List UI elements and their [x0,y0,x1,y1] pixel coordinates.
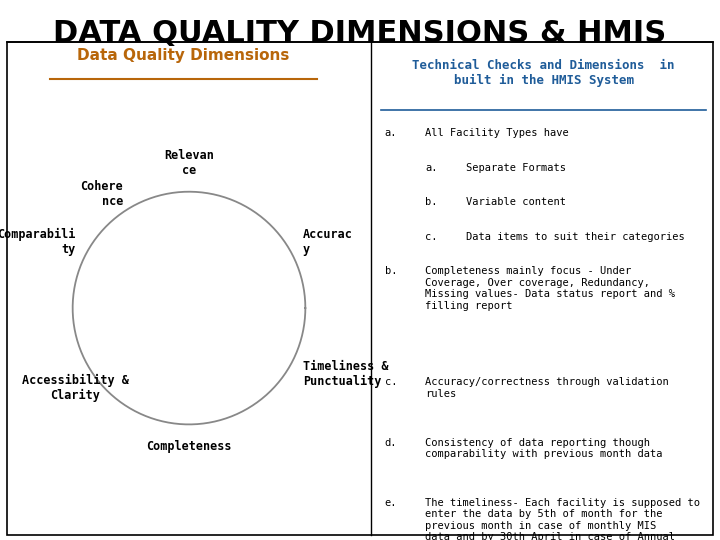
Text: Accessibility &
Clarity: Accessibility & Clarity [22,374,129,402]
Text: b.: b. [425,197,438,207]
Text: Accuracy/correctness through validation
rules: Accuracy/correctness through validation … [425,377,669,399]
Text: Comparabili
ty: Comparabili ty [0,228,75,256]
Text: e.: e. [384,498,397,508]
Text: All Facility Types have: All Facility Types have [425,129,569,138]
Text: Variable content: Variable content [466,197,566,207]
Text: Timeliness &
Punctuality: Timeliness & Punctuality [303,360,388,388]
Text: d.: d. [384,437,397,448]
Text: Consistency of data reporting though
comparability with previous month data: Consistency of data reporting though com… [425,437,662,459]
Text: Cohere
nce: Cohere nce [81,180,123,208]
Text: Data items to suit their categories: Data items to suit their categories [466,232,685,242]
Text: DATA QUALITY DIMENSIONS & HMIS: DATA QUALITY DIMENSIONS & HMIS [53,19,667,48]
Text: Completeness mainly focus - Under
Coverage, Over coverage, Redundancy,
Missing v: Completeness mainly focus - Under Covera… [425,266,675,311]
Text: Separate Formats: Separate Formats [466,163,566,173]
Text: The timeliness- Each facility is supposed to
enter the data by 5th of month for : The timeliness- Each facility is suppose… [425,498,700,540]
Text: a.: a. [384,129,397,138]
Text: c.: c. [425,232,438,242]
Text: Accurac
y: Accurac y [303,228,353,256]
Text: b.: b. [384,266,397,276]
Text: Relevan
ce: Relevan ce [164,148,214,177]
Text: a.: a. [425,163,438,173]
Text: Completeness: Completeness [146,440,232,453]
Text: c.: c. [384,377,397,388]
Text: Technical Checks and Dimensions  in
built in the HMIS System: Technical Checks and Dimensions in built… [413,59,675,87]
Text: Data Quality Dimensions: Data Quality Dimensions [78,48,289,63]
